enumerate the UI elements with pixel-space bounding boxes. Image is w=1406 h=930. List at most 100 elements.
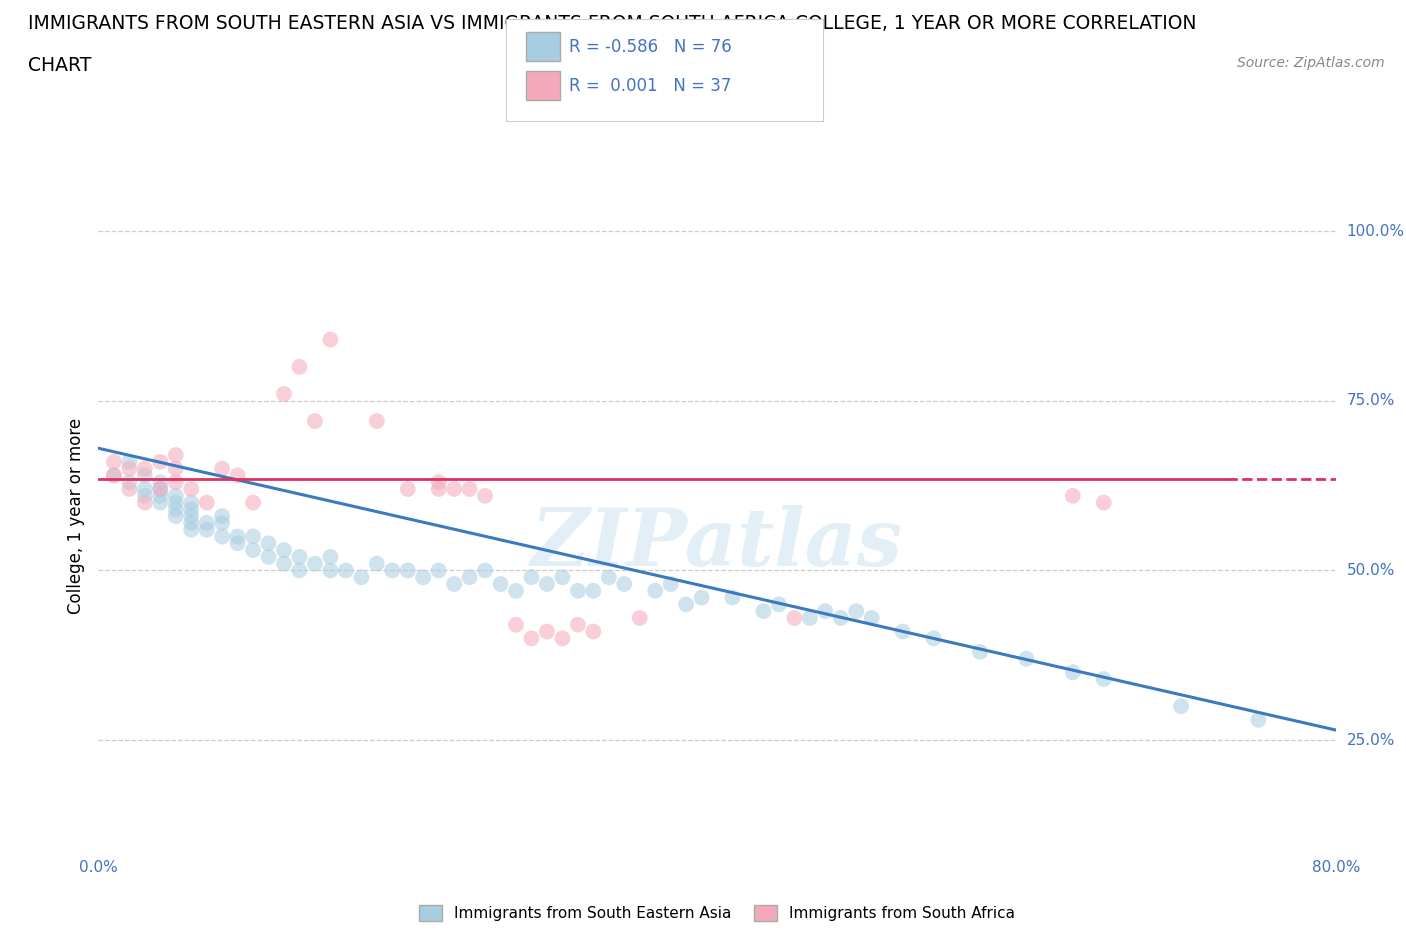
Point (118, 455, 141, 470)
Point (567, 618, 589, 632)
Point (273, 556, 295, 571)
Point (180, 482, 202, 497)
Point (551, 631, 574, 645)
Point (103, 468, 125, 483)
Point (1092, 671, 1115, 686)
Point (536, 577, 558, 591)
Point (443, 577, 465, 591)
Point (242, 529, 264, 544)
Point (520, 570, 543, 585)
Point (396, 482, 419, 497)
Point (969, 644, 991, 659)
Text: R =  0.001   N = 37: R = 0.001 N = 37 (569, 76, 731, 95)
Point (226, 468, 249, 483)
Point (211, 515, 233, 530)
Point (103, 455, 125, 470)
Point (551, 570, 574, 585)
Point (165, 447, 187, 462)
Point (180, 515, 202, 530)
Point (860, 611, 883, 626)
Point (118, 482, 141, 497)
Point (134, 461, 156, 476)
Point (195, 523, 218, 538)
Text: IMMIGRANTS FROM SOUTH EASTERN ASIA VS IMMIGRANTS FROM SOUTH AFRICA COLLEGE, 1 YE: IMMIGRANTS FROM SOUTH EASTERN ASIA VS IM… (28, 14, 1197, 33)
Point (598, 570, 620, 585)
Point (180, 523, 202, 538)
Point (257, 550, 280, 565)
Point (134, 468, 156, 483)
Point (474, 563, 496, 578)
Point (474, 488, 496, 503)
Point (1015, 651, 1038, 666)
Text: R = -0.586   N = 76: R = -0.586 N = 76 (569, 37, 733, 56)
Point (118, 474, 141, 489)
Point (366, 414, 388, 429)
Point (366, 556, 388, 571)
Text: 25.0%: 25.0% (1347, 733, 1395, 748)
Point (567, 583, 589, 598)
Point (458, 482, 481, 497)
Point (195, 495, 218, 510)
Point (582, 624, 605, 639)
Point (149, 455, 172, 470)
Point (427, 474, 450, 489)
Point (536, 624, 558, 639)
Point (288, 550, 311, 565)
Point (149, 495, 172, 510)
Point (1247, 712, 1270, 727)
Point (412, 570, 434, 585)
Point (396, 563, 419, 578)
Point (335, 563, 357, 578)
Point (381, 563, 404, 578)
Point (304, 556, 326, 571)
Point (304, 414, 326, 429)
Point (273, 542, 295, 557)
Point (273, 387, 295, 402)
Point (814, 604, 837, 618)
Point (319, 563, 342, 578)
Point (226, 536, 249, 551)
Point (1062, 488, 1084, 503)
Point (242, 495, 264, 510)
Legend: Immigrants from South Eastern Asia, Immigrants from South Africa: Immigrants from South Eastern Asia, Immi… (415, 901, 1019, 926)
Point (165, 474, 187, 489)
Point (675, 597, 697, 612)
Point (427, 482, 450, 497)
Point (505, 583, 527, 598)
Point (582, 583, 605, 598)
Point (180, 502, 202, 517)
Text: CHART: CHART (28, 56, 91, 74)
Point (427, 563, 450, 578)
Point (211, 529, 233, 544)
Text: Source: ZipAtlas.com: Source: ZipAtlas.com (1237, 56, 1385, 70)
Point (721, 591, 744, 605)
Point (644, 583, 666, 598)
Point (257, 536, 280, 551)
Point (149, 488, 172, 503)
Point (165, 488, 187, 503)
Point (489, 577, 512, 591)
Point (180, 495, 202, 510)
Point (350, 570, 373, 585)
Point (165, 502, 187, 517)
Y-axis label: College, 1 year or more: College, 1 year or more (67, 418, 86, 614)
Point (628, 611, 651, 626)
Point (180, 509, 202, 524)
Point (458, 570, 481, 585)
Text: 100.0%: 100.0% (1347, 223, 1405, 238)
Point (319, 332, 342, 347)
Point (242, 542, 264, 557)
Point (830, 611, 852, 626)
Point (659, 577, 682, 591)
Point (134, 488, 156, 503)
Point (149, 482, 172, 497)
Point (613, 577, 636, 591)
Point (165, 495, 187, 510)
Point (149, 482, 172, 497)
Point (288, 359, 311, 374)
Point (1170, 698, 1192, 713)
Point (768, 597, 790, 612)
Point (149, 474, 172, 489)
Point (505, 618, 527, 632)
Point (165, 461, 187, 476)
